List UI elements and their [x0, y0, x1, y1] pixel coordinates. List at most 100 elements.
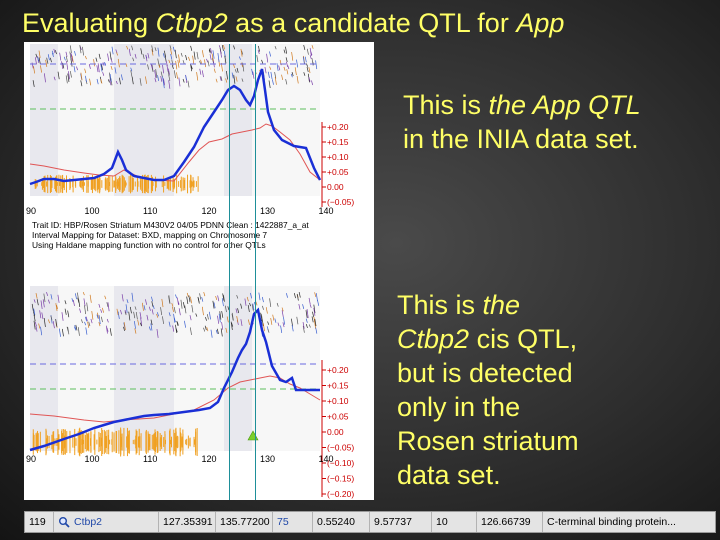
snp-tick [311, 80, 313, 86]
snp-tick [211, 53, 214, 62]
snp-tick [102, 307, 104, 313]
search-icon[interactable] [58, 516, 70, 528]
cell-start: 127.35391 [159, 512, 216, 532]
y-tick-label: +0.10 [327, 396, 349, 406]
snp-tick [125, 304, 128, 313]
snp-tick [309, 304, 312, 308]
snp-tick [124, 311, 127, 316]
qtl-plots: +0.20 +0.15 +0.10 +0.05 0.00 (−0.05) 90 100 110… [24, 42, 374, 500]
snp-tick [308, 297, 311, 305]
snp-tick [79, 308, 82, 313]
snp-tick [261, 314, 263, 323]
snp-tick [296, 293, 299, 301]
snp-tick [305, 318, 308, 323]
snp-tick [98, 322, 101, 327]
gene-symbol-link[interactable]: Ctbp2 [54, 512, 159, 532]
snp-tick [241, 78, 244, 82]
snp-tick [145, 76, 147, 84]
snp-tick [137, 319, 140, 326]
snp-tick [37, 57, 40, 62]
y-tick-label: (−0.20) [327, 489, 354, 499]
y-tick-label: +0.15 [327, 381, 349, 391]
snp-tick [84, 321, 87, 326]
snp-tick [248, 319, 250, 325]
cell-max-lrs: 9.57737 [370, 512, 432, 532]
snp-tick [190, 63, 193, 72]
lrs-curve-bottom [29, 307, 320, 452]
snp-tick [147, 52, 150, 59]
snp-tick [88, 63, 91, 69]
snp-tick [40, 300, 43, 309]
snp-tick [128, 311, 131, 321]
snp-tick [210, 329, 213, 338]
snp-tick [276, 63, 279, 72]
snp-tick [100, 309, 103, 313]
snp-tick [150, 319, 153, 326]
x-axis-top: 90 100 110 120 130 140 [26, 206, 334, 216]
snp-tick [260, 312, 263, 322]
snp-tick [203, 327, 206, 332]
snp-tick [121, 294, 124, 302]
snp-tick [274, 76, 277, 85]
y-tick-label: (−0.05) [327, 443, 354, 453]
snp-tick [147, 64, 150, 70]
snp-tick [119, 77, 121, 85]
snp-tick [128, 48, 131, 56]
snp-tick [49, 57, 52, 63]
snp-tick [182, 60, 185, 65]
snp-tick [83, 298, 86, 307]
snp-tick [98, 53, 101, 60]
snp-tick [298, 303, 301, 310]
snp-tick [107, 302, 110, 312]
x-tick-label: 100 [85, 206, 100, 216]
snp-tick [185, 75, 188, 80]
snp-tick [160, 76, 163, 82]
snp-tick [40, 65, 42, 73]
snp-tick [123, 322, 126, 331]
snp-tick [251, 68, 254, 75]
snp-tick [90, 318, 93, 324]
snp-tick [188, 296, 191, 301]
snp-tick [238, 56, 241, 60]
snp-tick [283, 49, 286, 54]
snp-tick [201, 70, 204, 78]
snp-tick [272, 314, 275, 321]
snp-tick [206, 314, 209, 320]
plot-top: +0.20 +0.15 +0.10 +0.05 0.00 (−0.05) 90 100 110… [26, 44, 354, 216]
snp-tick [33, 65, 36, 74]
snp-tick [261, 59, 264, 64]
snp-tick [306, 63, 308, 67]
snp-tick [148, 326, 151, 331]
cell-n-link[interactable]: 75 [273, 512, 313, 532]
snp-tick [158, 64, 161, 69]
snp-tick [71, 55, 74, 63]
snp-tick [76, 66, 78, 71]
snp-tick [287, 65, 290, 70]
snp-tick [117, 58, 120, 68]
snp-tick [139, 312, 142, 319]
snp-tick [234, 69, 237, 73]
snp-tick [88, 321, 91, 327]
snp-tick [116, 52, 119, 56]
snp-tick [199, 68, 202, 75]
snp-tick [278, 65, 281, 71]
snp-tick [33, 314, 36, 322]
table-row[interactable]: 119 Ctbp2 127.35391 135.77200 75 0.55240… [24, 511, 716, 533]
snp-tick [208, 48, 211, 53]
snp-tick [190, 296, 192, 304]
snp-tick [131, 76, 134, 85]
snp-tick [130, 67, 133, 72]
snp-tick [309, 55, 312, 60]
snp-tick [48, 299, 50, 304]
snp-tick [111, 46, 114, 55]
snp-tick [220, 50, 222, 58]
snp-tick [69, 51, 72, 60]
snp-tick [258, 292, 261, 301]
cell-end: 135.77200 [216, 512, 273, 532]
snp-tick [72, 299, 75, 307]
snp-tick [162, 53, 165, 58]
snp-tick [64, 308, 67, 315]
snp-tick [269, 66, 272, 70]
snp-tick [98, 315, 101, 325]
snp-tick [249, 302, 251, 307]
